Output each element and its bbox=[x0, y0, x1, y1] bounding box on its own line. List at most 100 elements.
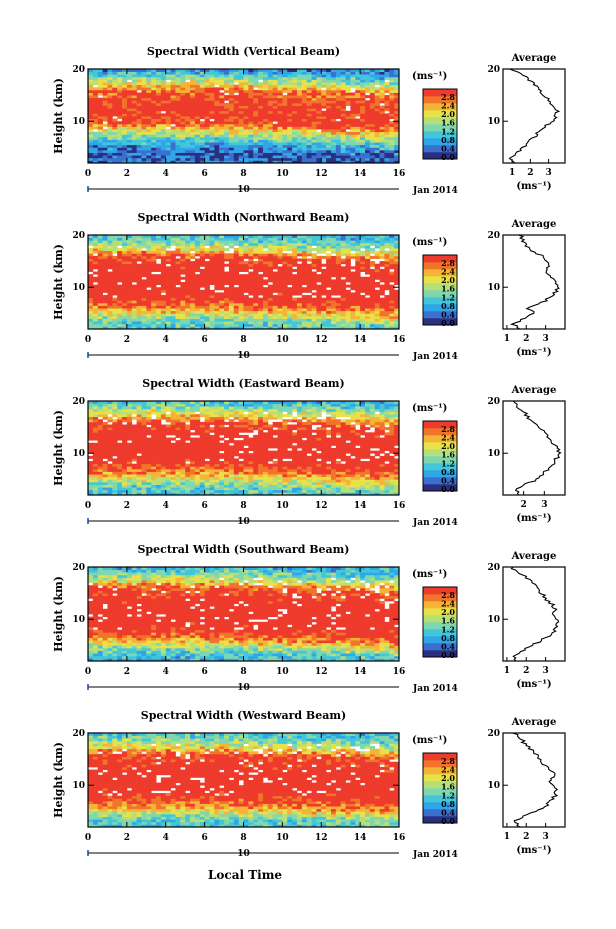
heatmap-cell bbox=[151, 89, 157, 93]
heatmap-cell bbox=[160, 89, 167, 93]
heatmap-cell bbox=[364, 144, 371, 148]
heatmap-cell bbox=[394, 489, 400, 493]
heatmap-cell bbox=[117, 484, 123, 488]
heatmap-cell bbox=[156, 76, 162, 80]
heatmap-cell bbox=[394, 250, 400, 254]
heatmap-cell bbox=[122, 315, 128, 319]
heatmap-cell bbox=[209, 487, 215, 491]
heatmap-cell bbox=[292, 121, 298, 125]
heatmap-cell bbox=[360, 250, 366, 254]
heatmap-cell bbox=[364, 258, 371, 262]
heatmap-cell bbox=[335, 308, 342, 312]
heatmap-cell bbox=[204, 295, 210, 299]
heatmap-cell bbox=[122, 289, 128, 293]
heatmap-cell bbox=[311, 481, 317, 485]
heatmap-cell bbox=[185, 318, 191, 322]
heatmap-cell bbox=[374, 108, 380, 112]
heatmap-cell bbox=[117, 71, 123, 75]
heatmap-cell bbox=[316, 297, 322, 301]
heatmap-cell bbox=[204, 87, 210, 91]
heatmap-cell bbox=[355, 235, 361, 239]
x-tick-label: 14 bbox=[354, 169, 367, 179]
heatmap-cell bbox=[160, 74, 167, 78]
heatmap-cell bbox=[228, 84, 235, 88]
heatmap-cell bbox=[180, 321, 186, 325]
heatmap-cell bbox=[214, 268, 220, 272]
heatmap-cell bbox=[102, 240, 108, 244]
heatmap-cell bbox=[190, 302, 196, 306]
heatmap-cell bbox=[384, 97, 390, 101]
heatmap-cell bbox=[180, 489, 186, 493]
heatmap-cell bbox=[214, 123, 220, 127]
heatmap-cell bbox=[306, 76, 312, 80]
heatmap-cell bbox=[330, 118, 337, 122]
heatmap-cell bbox=[117, 289, 123, 293]
heatmap-cell bbox=[214, 100, 220, 104]
heatmap-cell bbox=[131, 79, 137, 83]
heatmap-cell bbox=[185, 237, 191, 241]
heatmap-cell bbox=[204, 79, 210, 83]
heatmap-cell bbox=[224, 89, 230, 93]
heatmap-cell bbox=[287, 89, 293, 93]
heatmap-cell bbox=[287, 84, 293, 88]
heatmap-cell bbox=[335, 313, 342, 317]
heatmap-cell bbox=[131, 484, 137, 488]
heatmap-cell bbox=[301, 136, 308, 140]
heatmap-cell bbox=[219, 302, 225, 306]
heatmap-cell bbox=[136, 315, 142, 319]
colorbar-swatch bbox=[423, 138, 457, 146]
heatmap-cell bbox=[364, 479, 371, 483]
heatmap-cell bbox=[122, 149, 128, 153]
heatmap-cell bbox=[301, 126, 308, 130]
heatmap-cell bbox=[287, 136, 293, 140]
heatmap-cell bbox=[316, 323, 322, 327]
heatmap-cell bbox=[190, 318, 196, 322]
heatmap-cell bbox=[131, 134, 137, 138]
heatmap-cell bbox=[228, 237, 235, 241]
heatmap-cell bbox=[243, 69, 249, 73]
heatmap-cell bbox=[175, 310, 181, 314]
heatmap-cell bbox=[345, 310, 351, 314]
heatmap-cell bbox=[340, 282, 346, 286]
heatmap-cell bbox=[253, 300, 259, 304]
heatmap-cell bbox=[199, 108, 206, 112]
x-tick-label: 0 bbox=[85, 169, 91, 179]
heatmap-cell bbox=[194, 79, 201, 83]
heatmap-cell bbox=[233, 323, 240, 327]
heatmap-cell bbox=[394, 152, 400, 156]
heatmap-cell bbox=[219, 481, 225, 485]
heatmap-cell bbox=[199, 489, 206, 493]
heatmap-cell bbox=[253, 295, 259, 299]
heatmap-cell bbox=[301, 289, 308, 293]
heatmap-cell bbox=[394, 302, 400, 306]
heatmap-cell bbox=[151, 295, 157, 299]
heatmap-cell bbox=[88, 105, 94, 109]
heatmap-cell bbox=[131, 297, 137, 301]
heatmap-cell bbox=[364, 240, 371, 244]
heatmap-cell bbox=[112, 326, 118, 330]
heatmap-cell bbox=[306, 152, 312, 156]
heatmap-cell bbox=[287, 318, 293, 322]
heatmap-cell bbox=[199, 157, 206, 161]
heatmap-cell bbox=[160, 253, 167, 257]
heatmap-cell bbox=[345, 302, 351, 306]
heatmap-cell bbox=[243, 116, 249, 120]
heatmap-cell bbox=[151, 116, 157, 120]
heatmap-cell bbox=[374, 295, 380, 299]
heatmap-cell bbox=[97, 250, 103, 254]
heatmap-cell bbox=[224, 134, 230, 138]
heatmap-cell bbox=[233, 105, 240, 109]
heatmap-cell bbox=[131, 144, 137, 148]
heatmap-cell bbox=[243, 287, 249, 291]
heatmap-cell bbox=[364, 242, 371, 246]
heatmap-cell bbox=[224, 282, 230, 286]
heatmap-cell bbox=[301, 149, 308, 153]
heatmap-cell bbox=[146, 102, 152, 106]
heatmap-cell bbox=[330, 258, 337, 262]
heatmap-cell bbox=[335, 255, 342, 259]
heatmap-cell bbox=[282, 258, 288, 262]
heatmap-cell bbox=[126, 74, 133, 78]
heatmap-cell bbox=[296, 326, 303, 330]
heatmap-cell bbox=[88, 79, 94, 83]
heatmap-cell bbox=[389, 271, 395, 275]
